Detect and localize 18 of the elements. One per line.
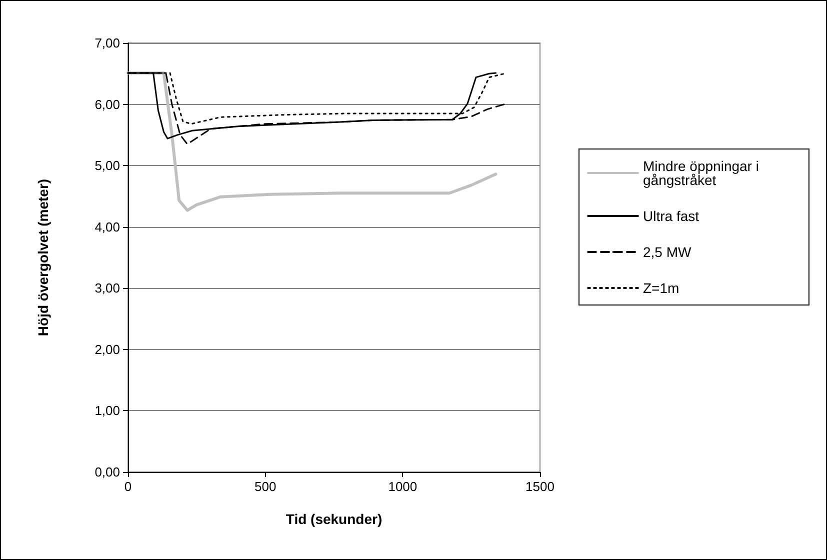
y-tick-label: 7,00 — [94, 36, 120, 50]
x-tick-label: 500 — [254, 479, 276, 494]
legend-label: 2,5 MW — [643, 244, 692, 260]
x-axis-title: Tid (sekunder) — [286, 511, 382, 527]
x-tick-label: 1500 — [526, 479, 554, 494]
y-tick-label: 3,00 — [94, 280, 120, 296]
legend-label: Mindre öppningar i gångstråket — [643, 158, 759, 188]
x-tick-label: 0 — [124, 479, 132, 494]
legend-label: Ultra fast — [643, 208, 700, 224]
y-axis-title: Höjd övergolvet (meter) — [35, 178, 51, 336]
y-tick-label: 5,00 — [94, 158, 120, 174]
y-tick-label: 0,00 — [94, 464, 120, 480]
y-tick-label: 1,00 — [94, 403, 120, 418]
y-tick-label: 4,00 — [94, 219, 120, 234]
legend-label: Z=1m — [643, 280, 680, 296]
y-tick-label: 2,00 — [94, 342, 120, 357]
y-tick-label: 6,00 — [94, 96, 120, 112]
x-tick-label: 1000 — [388, 479, 418, 494]
